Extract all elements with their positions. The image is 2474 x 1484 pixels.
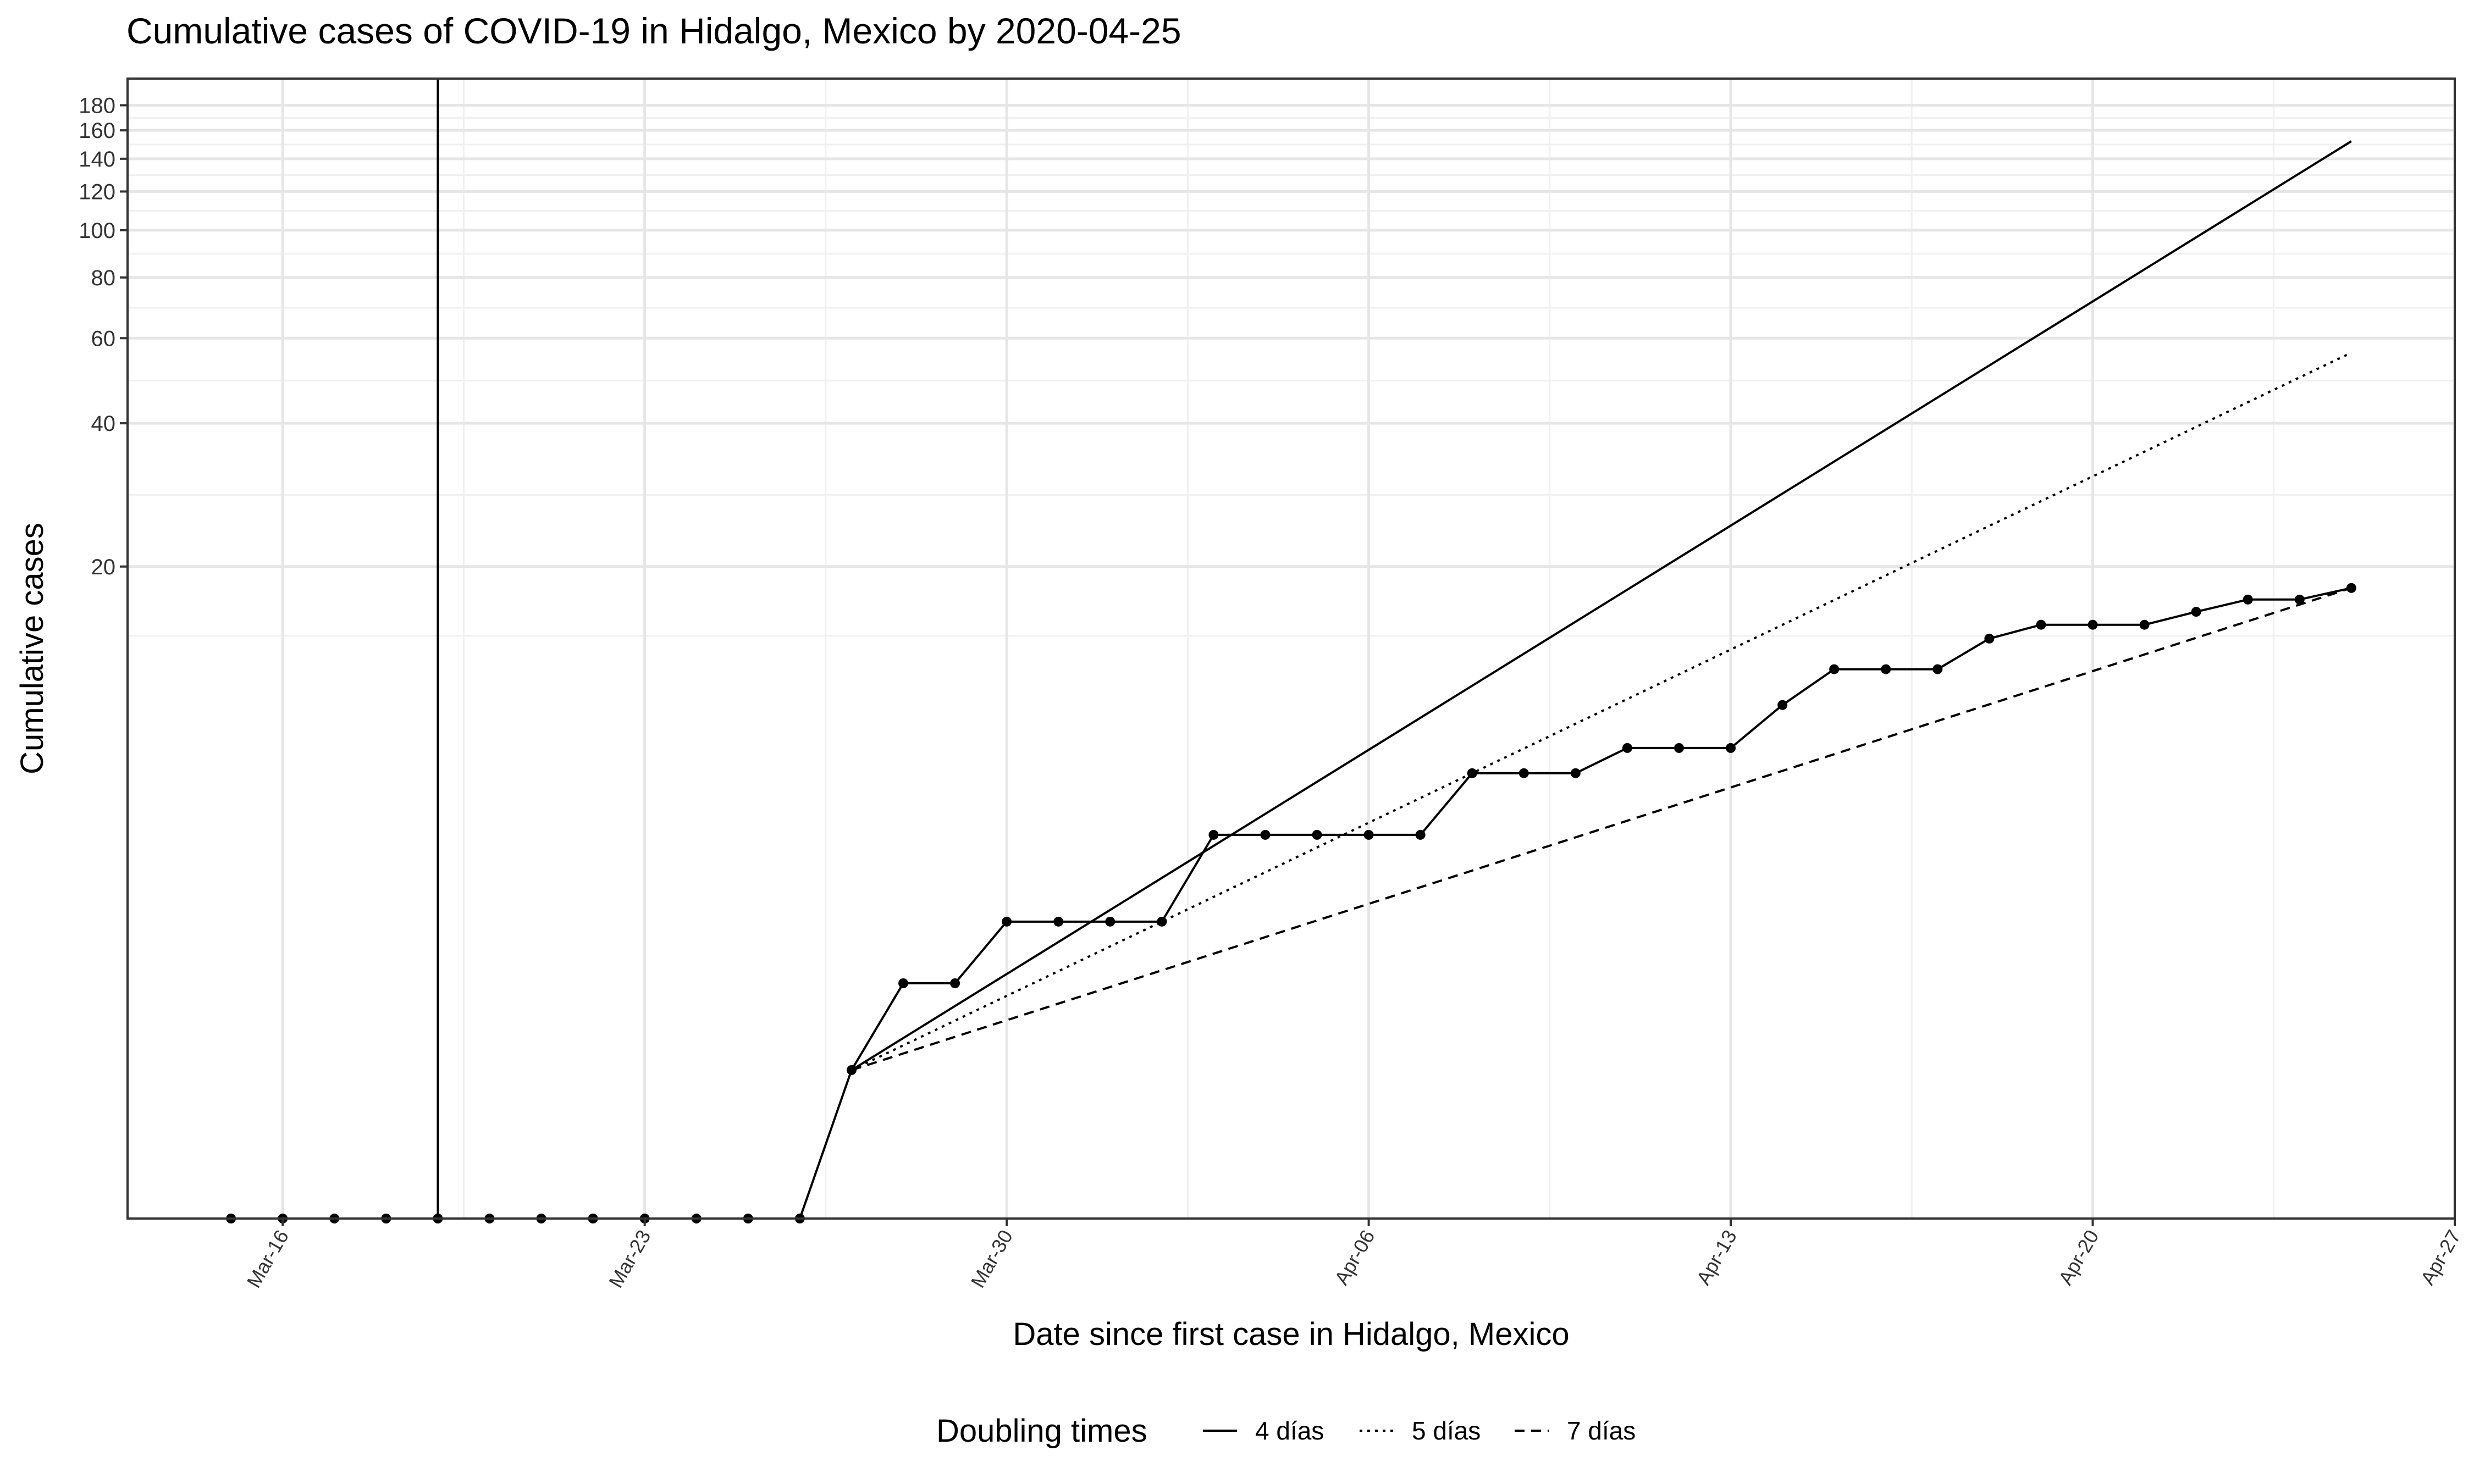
data-point bbox=[898, 978, 908, 988]
data-point bbox=[1208, 829, 1219, 840]
data-point bbox=[1363, 829, 1374, 840]
data-point bbox=[1829, 664, 1840, 674]
x-tick-label: Mar-23 bbox=[604, 1226, 655, 1292]
legend-layer: Doubling times 4 días 5 días 7 días bbox=[936, 1413, 1636, 1449]
data-point bbox=[1518, 768, 1529, 778]
data-point bbox=[2088, 619, 2098, 630]
data-point bbox=[1932, 664, 1943, 674]
legend-label: 5 días bbox=[1412, 1416, 1481, 1445]
grid-layer bbox=[128, 79, 2456, 1219]
data-point bbox=[2243, 594, 2253, 605]
x-axis-title: Date since first case in Hidalgo, Mexico bbox=[1013, 1316, 1569, 1352]
data-point bbox=[1570, 768, 1581, 778]
plot-panel bbox=[128, 79, 2455, 1219]
data-point bbox=[1002, 916, 1012, 927]
data-point bbox=[2139, 619, 2150, 630]
y-tick-label: 60 bbox=[91, 326, 116, 351]
data-point bbox=[1157, 916, 1167, 927]
y-tick-label: 40 bbox=[91, 412, 116, 436]
data-point bbox=[1674, 743, 1684, 753]
data-point bbox=[1622, 743, 1632, 753]
y-tick-label: 80 bbox=[91, 266, 116, 290]
y-tick-label: 180 bbox=[79, 94, 115, 118]
data-point bbox=[1984, 633, 1995, 644]
y-tick-label: 120 bbox=[79, 180, 115, 204]
doubling-lines-layer bbox=[437, 79, 2352, 1219]
data-point bbox=[1260, 829, 1271, 840]
y-tick-label: 100 bbox=[79, 219, 115, 243]
plot-border bbox=[126, 77, 2456, 1220]
chart-title: Cumulative cases of COVID-19 in Hidalgo,… bbox=[126, 10, 1181, 51]
x-tick-label: Mar-16 bbox=[242, 1226, 294, 1292]
data-point bbox=[1881, 664, 1891, 674]
doubling-line bbox=[851, 351, 2352, 1071]
data-point bbox=[1105, 916, 1115, 927]
y-tick-label: 140 bbox=[79, 147, 115, 171]
data-point bbox=[2036, 619, 2046, 630]
doubling-line bbox=[851, 586, 2352, 1071]
data-point bbox=[2191, 607, 2201, 617]
legend-label: 4 días bbox=[1255, 1416, 1324, 1445]
data-point bbox=[950, 978, 960, 988]
x-tick-label: Apr-27 bbox=[2416, 1226, 2465, 1289]
y-axis-title: Cumulative cases bbox=[14, 523, 50, 774]
y-tick-label: 160 bbox=[79, 119, 115, 143]
legend-title: Doubling times bbox=[936, 1413, 1147, 1449]
y-tick-label: 20 bbox=[91, 555, 116, 579]
data-point bbox=[1053, 916, 1064, 927]
x-tick-label: Apr-06 bbox=[1330, 1226, 1379, 1289]
doubling-line bbox=[851, 140, 2352, 1071]
data-point bbox=[1726, 743, 1736, 753]
x-tick-label: Apr-13 bbox=[1692, 1226, 1741, 1289]
x-tick-label: Mar-30 bbox=[967, 1226, 1018, 1292]
data-point bbox=[846, 1065, 857, 1075]
data-point bbox=[2294, 594, 2305, 605]
data-point bbox=[1467, 768, 1477, 778]
data-point bbox=[1312, 829, 1322, 840]
legend-label: 7 días bbox=[1567, 1416, 1636, 1445]
data-point bbox=[2346, 583, 2356, 593]
data-point bbox=[1415, 829, 1426, 840]
x-tick-label: Apr-20 bbox=[2054, 1226, 2103, 1289]
data-point bbox=[1777, 700, 1788, 710]
